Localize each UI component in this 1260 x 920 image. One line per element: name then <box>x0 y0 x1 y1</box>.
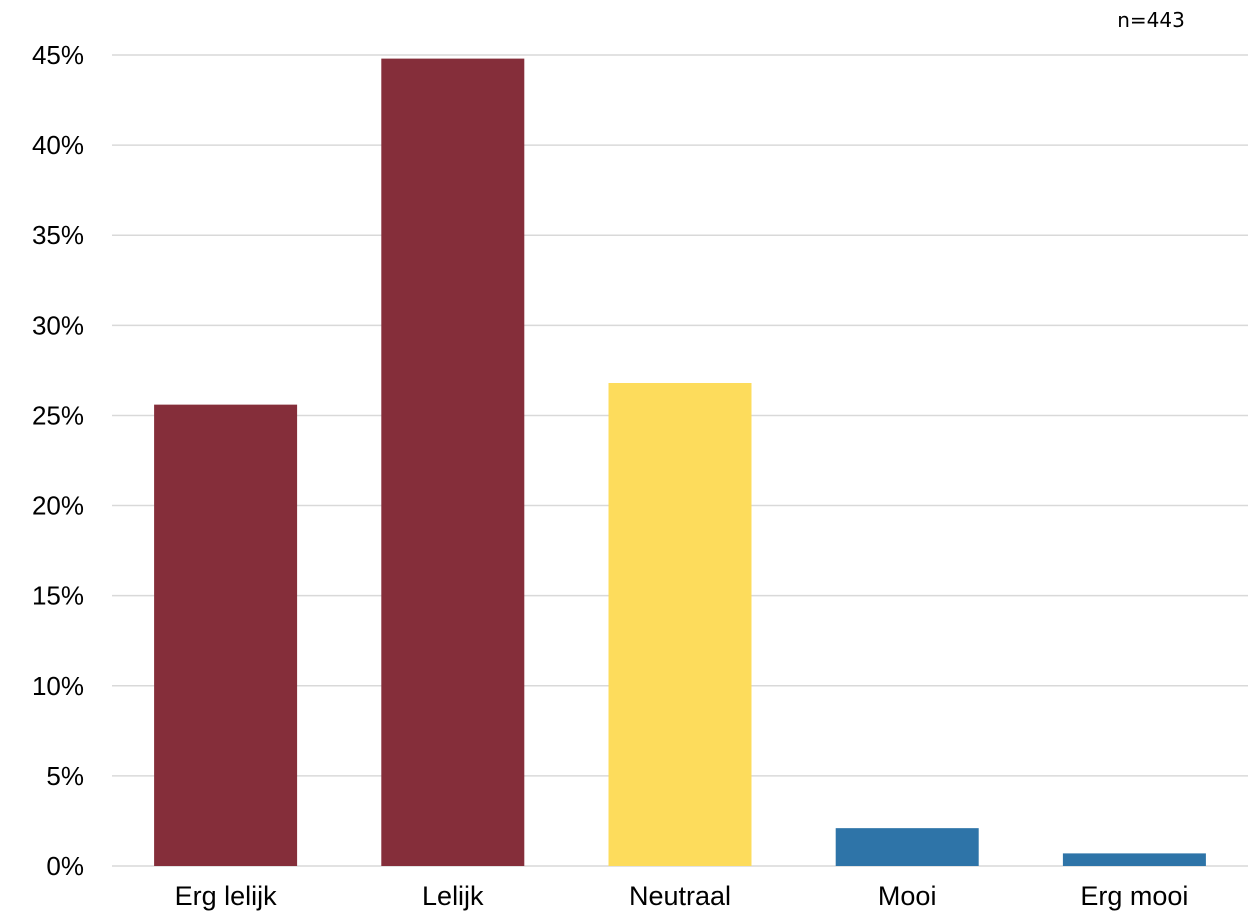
y-tick-label: 0% <box>46 851 84 881</box>
bar <box>835 828 979 866</box>
x-axis-category-labels: Erg lelijk Lelijk Neutraal Mooi Erg mooi <box>175 881 1189 911</box>
x-category-label: Lelijk <box>422 881 484 911</box>
sample-size-annotation: n=443 <box>1117 8 1185 32</box>
y-tick-label: 30% <box>32 310 84 340</box>
x-category-label: Neutraal <box>629 881 731 911</box>
bar <box>381 58 525 867</box>
y-tick-label: 15% <box>32 581 84 611</box>
x-category-label: Mooi <box>878 881 937 911</box>
x-category-label: Erg mooi <box>1080 881 1188 911</box>
bar <box>1062 853 1206 866</box>
bar <box>608 383 752 866</box>
y-tick-label: 45% <box>32 40 84 70</box>
y-tick-label: 40% <box>32 130 84 160</box>
x-category-label: Erg lelijk <box>175 881 278 911</box>
y-tick-label: 5% <box>46 761 84 791</box>
y-tick-label: 25% <box>32 400 84 430</box>
y-tick-label: 20% <box>32 491 84 521</box>
y-axis-tick-labels: 0% 5% 10% 15% 20% 25% 30% 35% 40% 45% <box>32 40 84 881</box>
bars <box>154 58 1206 867</box>
y-tick-label: 10% <box>32 671 84 701</box>
y-tick-label: 35% <box>32 220 84 250</box>
bar <box>154 404 298 866</box>
